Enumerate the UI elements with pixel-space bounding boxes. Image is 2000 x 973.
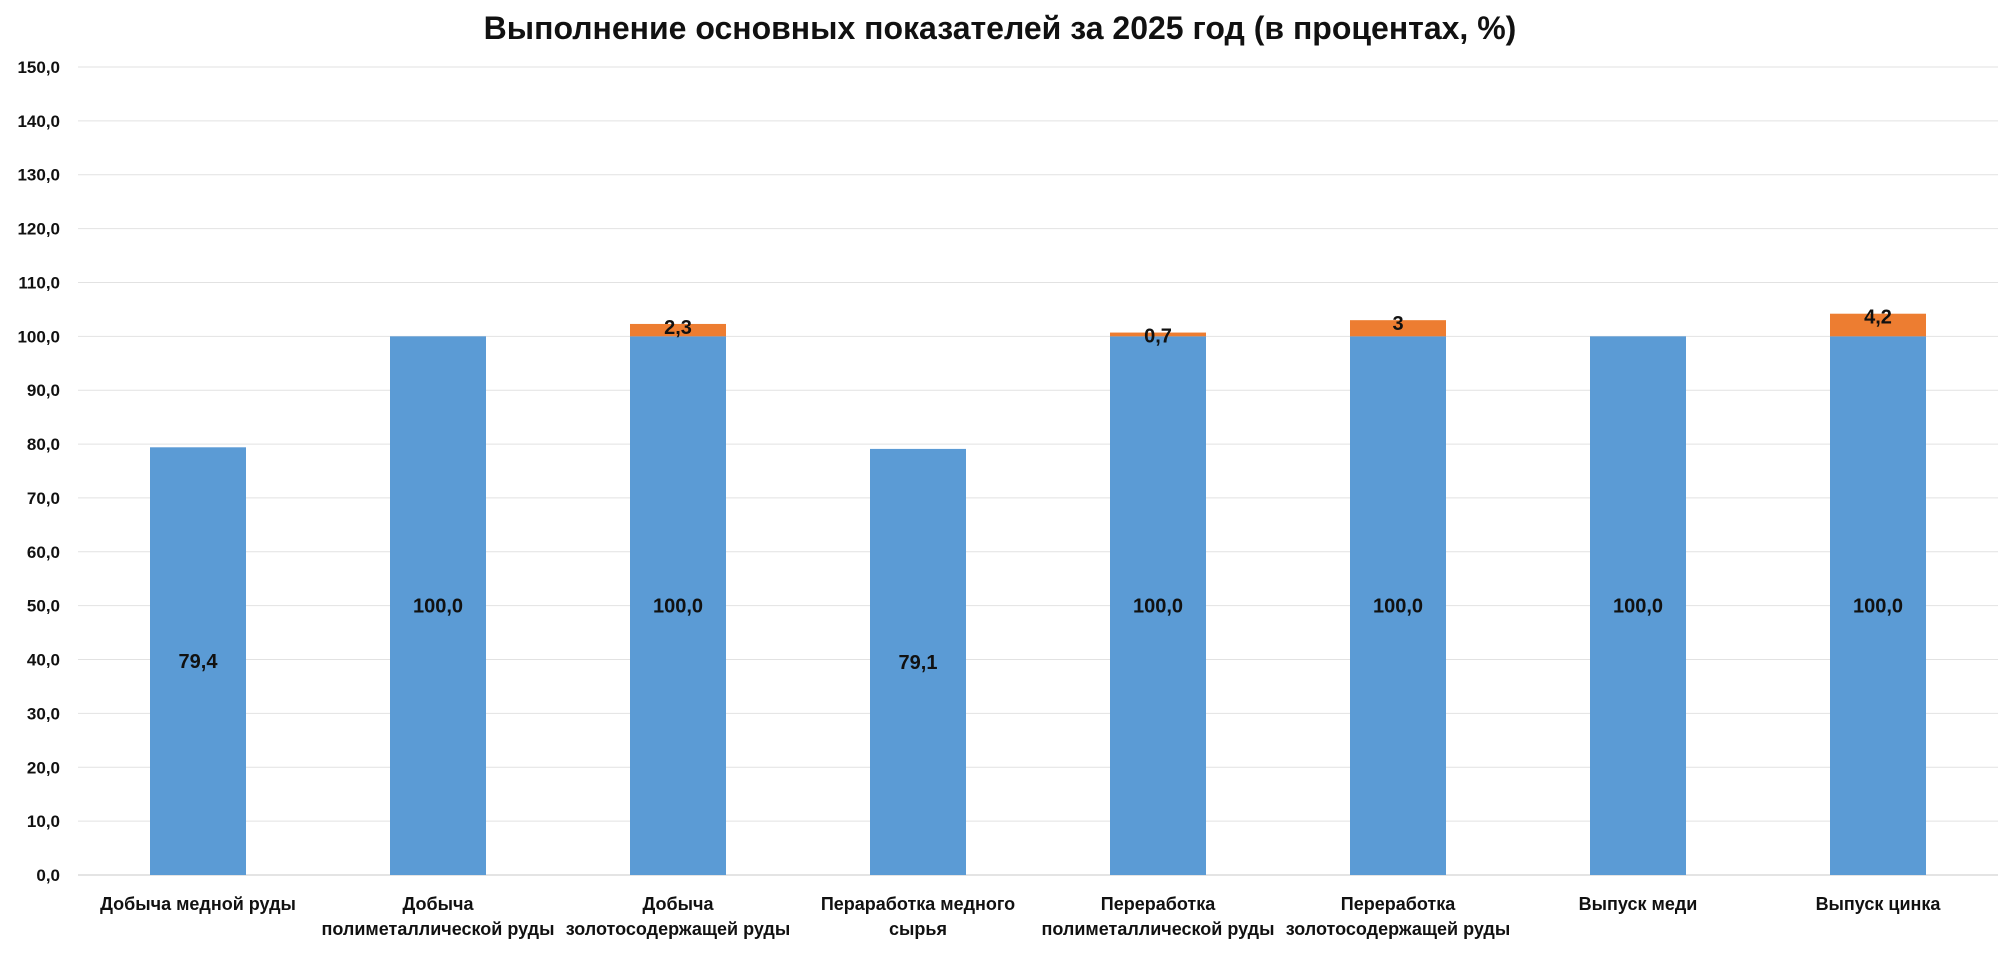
data-label: 100,0: [1373, 596, 1423, 618]
y-tick-label: 50,0: [27, 597, 60, 616]
chart-title: Выполнение основных показателей за 2025 …: [483, 10, 1517, 46]
data-label: 0,7: [1144, 326, 1172, 348]
bar-plan: [390, 336, 486, 875]
x-axis: Добыча медной руды Добыча полиметаллическо…: [100, 894, 1941, 939]
data-label: 100,0: [653, 596, 703, 618]
x-category-label: Добыча медной руды: [100, 894, 296, 914]
data-label: 4,2: [1864, 307, 1892, 329]
x-category-label: Добыча: [643, 894, 715, 914]
bar-plan: [1590, 336, 1686, 875]
y-tick-label: 150,0: [17, 58, 60, 77]
x-category-label: золотосодержащей руды: [1286, 919, 1510, 939]
x-category-label: Добыча: [403, 894, 475, 914]
y-axis: 0,0 10,0 20,0 30,0 40,0 50,0 60,0 70,0 80,0 90,0 1…: [17, 58, 60, 885]
data-label: 100,0: [1853, 596, 1903, 618]
data-label: 100,0: [1133, 596, 1183, 618]
data-label: 3: [1392, 313, 1403, 335]
y-tick-label: 40,0: [27, 651, 60, 670]
bar-overfulfilment: [1830, 313, 1926, 337]
y-tick-label: 100,0: [17, 327, 60, 346]
y-tick-label: 120,0: [17, 220, 60, 239]
x-category-label: Переработка: [1341, 894, 1456, 914]
bar-plan: [1110, 336, 1206, 875]
x-category-label: полиметаллической руды: [322, 919, 555, 939]
data-label: 100,0: [1613, 596, 1663, 618]
bar-plan: [150, 447, 246, 875]
x-category-label: Выпуск меди: [1579, 894, 1698, 914]
bar-plan: [870, 448, 966, 875]
bar-overfulfilment: [630, 323, 726, 337]
y-tick-label: 10,0: [27, 812, 60, 831]
x-category-label: золотосодержащей руды: [566, 919, 790, 939]
y-tick-label: 0,0: [36, 866, 60, 885]
y-tick-label: 20,0: [27, 758, 60, 777]
bar-overfulfilment: [1350, 320, 1446, 337]
data-label: 79,4: [179, 651, 219, 673]
y-tick-label: 110,0: [18, 273, 60, 292]
y-tick-label: 140,0: [17, 112, 60, 131]
gridlines: [78, 66, 1998, 876]
x-category-label: полиметаллической руды: [1042, 919, 1275, 939]
y-tick-label: 70,0: [27, 489, 60, 508]
x-category-label: Выпуск цинка: [1816, 894, 1942, 914]
data-label: 79,1: [899, 652, 938, 674]
y-tick-label: 90,0: [27, 381, 60, 400]
y-tick-label: 80,0: [27, 435, 60, 454]
bar-plan: [1350, 336, 1446, 875]
y-tick-label: 30,0: [27, 704, 60, 723]
x-category-label: Переработка: [1101, 894, 1216, 914]
y-tick-label: 60,0: [27, 543, 60, 562]
bar-overfulfilment: [1110, 332, 1206, 337]
bar-plan: [630, 336, 726, 875]
y-tick-label: 130,0: [17, 166, 60, 185]
data-label: 100,0: [413, 596, 463, 618]
bar-plan: [1830, 336, 1926, 875]
bars: [150, 313, 1926, 875]
x-category-label: Пераработка медного: [821, 894, 1015, 914]
x-category-label: сырья: [889, 919, 947, 939]
data-labels: 79,4 100,0 100,0 2,3 79,1 100,0 0,7 100,0 3 100,0…: [179, 307, 1904, 674]
data-label: 2,3: [664, 317, 692, 339]
